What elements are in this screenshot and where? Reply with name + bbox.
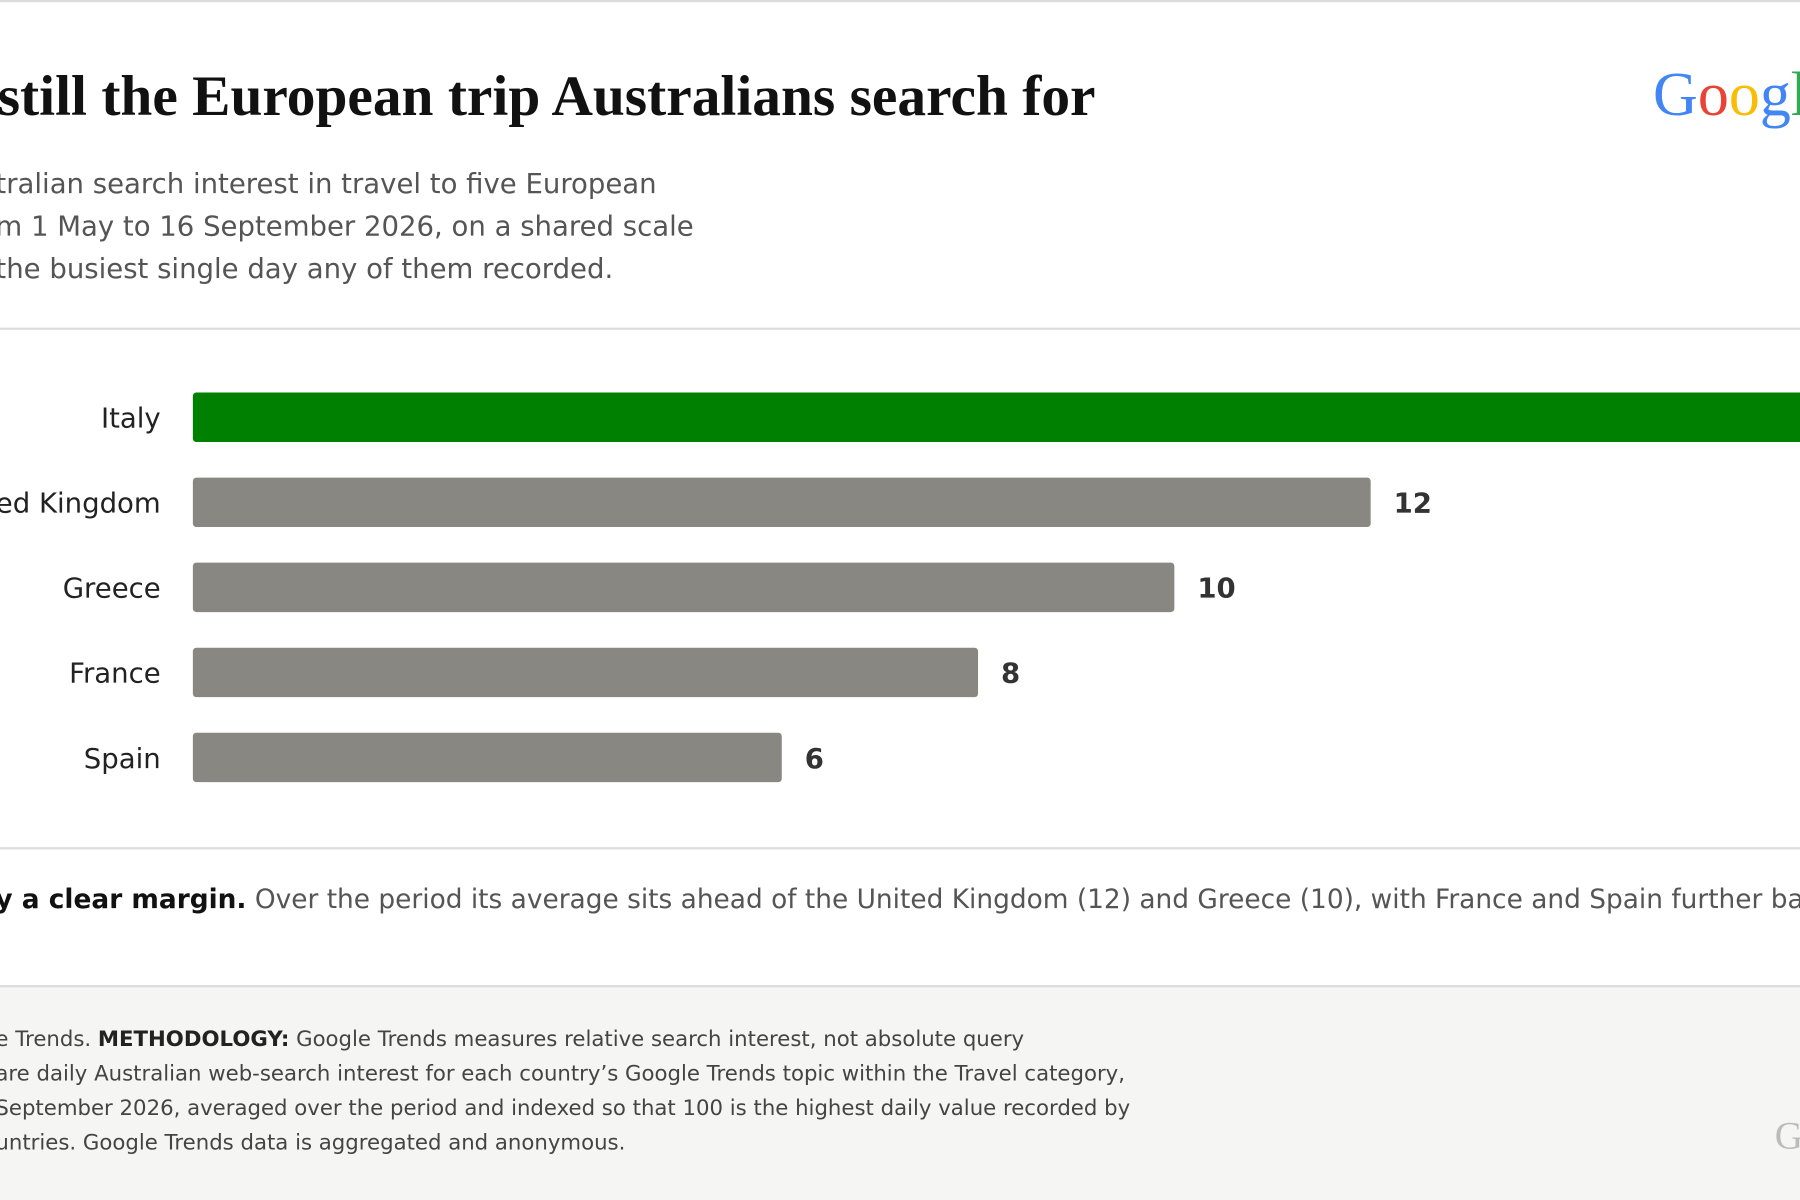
footer-label: METHODOLOGY: bbox=[98, 1027, 289, 1052]
category-label: ed Kingdom bbox=[0, 488, 161, 520]
footer-line: untries. Google Trends data is aggregate… bbox=[0, 1130, 625, 1155]
logo-letter: G bbox=[1653, 61, 1698, 129]
subtitle-line: tralian search interest in travel to fiv… bbox=[0, 168, 657, 200]
value-label: 12 bbox=[1394, 488, 1432, 520]
bar bbox=[192, 477, 1371, 528]
bar bbox=[192, 562, 1175, 613]
footer-text: Google Trends measures relative search i… bbox=[289, 1027, 1024, 1052]
subtitle-line: m 1 May to 16 September 2026, on a share… bbox=[0, 211, 694, 243]
category-label: France bbox=[69, 658, 161, 690]
value-label: 6 bbox=[805, 743, 824, 775]
footer-text: e Trends. bbox=[0, 1027, 98, 1052]
subtitle-line: the busiest single day any of them recor… bbox=[0, 253, 613, 285]
value-label: 8 bbox=[1001, 658, 1020, 690]
category-label: Italy bbox=[101, 403, 161, 435]
footer-mark: G bbox=[1775, 1114, 1800, 1157]
note-text: Over the period its average sits ahead o… bbox=[246, 884, 1800, 915]
bar bbox=[192, 647, 979, 698]
note: y a clear margin. Over the period its av… bbox=[0, 884, 1800, 915]
logo-letter: o bbox=[1698, 61, 1729, 129]
logo-letter: l bbox=[1791, 61, 1800, 129]
logo-letter: g bbox=[1760, 61, 1791, 129]
footer-text: September 2026, averaged over the period… bbox=[0, 1096, 1130, 1121]
value-label: 10 bbox=[1197, 573, 1235, 605]
footer-line: are daily Australian web-search interest… bbox=[0, 1061, 1125, 1086]
note-lead: y a clear margin. bbox=[0, 884, 246, 915]
footer-line: September 2026, averaged over the period… bbox=[0, 1096, 1130, 1121]
footer-bg bbox=[0, 986, 1800, 1200]
footer-text: are daily Australian web-search interest… bbox=[0, 1061, 1125, 1086]
bar bbox=[192, 392, 1800, 442]
title: still the European trip Australians sear… bbox=[0, 65, 1096, 128]
bar bbox=[192, 732, 782, 783]
logo: Googl bbox=[1653, 61, 1800, 129]
category-label: Spain bbox=[84, 743, 161, 775]
footer-line: e Trends. METHODOLOGY: Google Trends mea… bbox=[0, 1027, 1024, 1052]
logo-letter: o bbox=[1729, 61, 1760, 129]
footer-text: untries. Google Trends data is aggregate… bbox=[0, 1130, 625, 1155]
category-label: Greece bbox=[63, 573, 161, 605]
